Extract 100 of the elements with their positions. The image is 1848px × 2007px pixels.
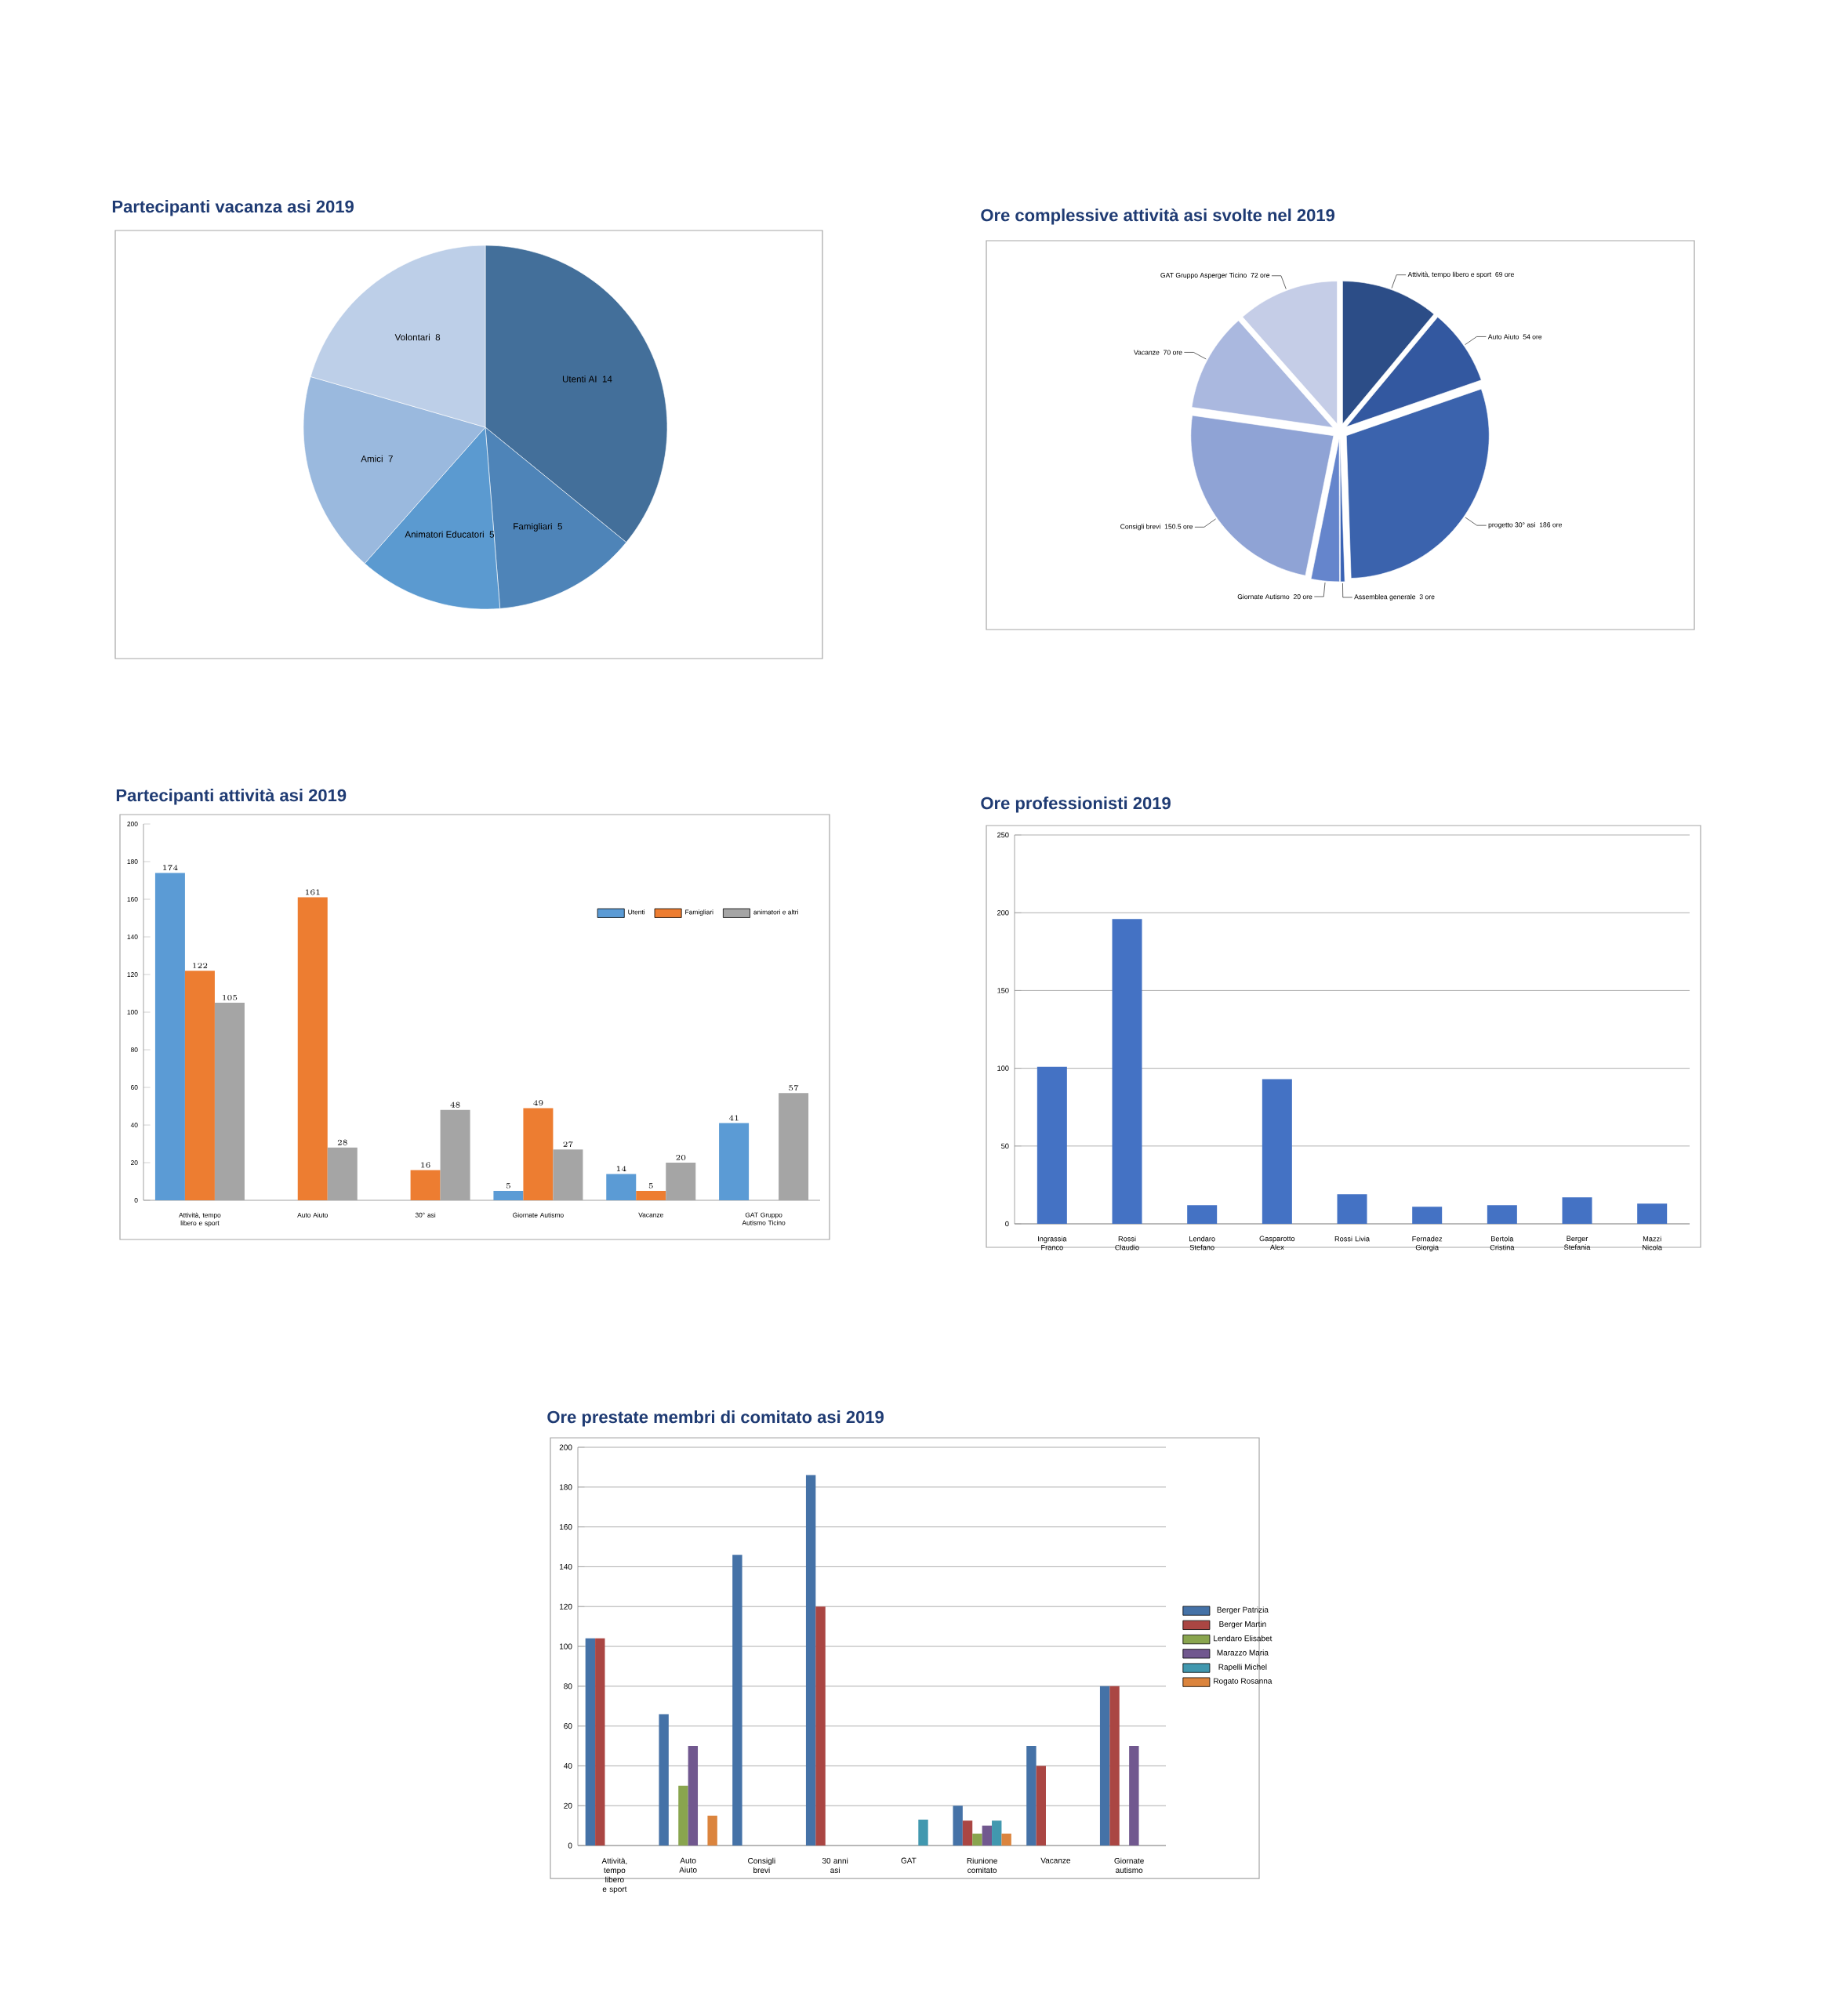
bar — [918, 1820, 928, 1846]
slice-label: Giornate Autismo — [1237, 593, 1290, 600]
bar — [1001, 1833, 1011, 1846]
bar — [972, 1833, 982, 1846]
x-tick-label: 30 anni asi — [822, 1857, 848, 1873]
bar — [1109, 1686, 1120, 1846]
data-label: 27 — [563, 1141, 573, 1148]
data-label: 5 — [506, 1182, 510, 1189]
y-tick-label: 50 — [1001, 1143, 1009, 1149]
bar — [1412, 1207, 1443, 1225]
x-tick-label: Bertola Cristina — [1490, 1236, 1515, 1250]
slice-label: Attività, tempo libero e sport — [1407, 271, 1492, 278]
bar — [154, 873, 185, 1201]
bar — [1037, 1066, 1067, 1225]
chart-title: Ore complessive attività asi svolte nel 2019 — [981, 208, 1335, 225]
y-tick-label: 100 — [127, 1010, 138, 1015]
bar — [1262, 1079, 1292, 1225]
data-label: 49 — [533, 1100, 543, 1106]
bar — [707, 1815, 717, 1846]
y-tick-label: 20 — [564, 1802, 572, 1809]
slice-label: Vacanze — [1134, 350, 1160, 355]
data-label: 7 — [388, 455, 393, 463]
y-tick-label: 80 — [564, 1683, 572, 1689]
x-tick-label: Rossi Livia — [1334, 1236, 1370, 1242]
y-tick-label: 150 — [997, 988, 1009, 993]
bar — [1637, 1203, 1668, 1225]
x-tick-label: Riunione comitato — [967, 1857, 997, 1873]
bar — [297, 897, 328, 1201]
legend-label: Lendaro Elisabet — [1214, 1635, 1273, 1642]
x-tick-label: GAT Gruppo Autismo Ticino — [742, 1212, 786, 1225]
y-tick-label: 160 — [560, 1524, 572, 1530]
legend-label: Marazzo Maria — [1217, 1650, 1269, 1656]
y-tick-label: 200 — [997, 909, 1009, 916]
bar — [606, 1174, 637, 1201]
data-label: 161 — [305, 889, 320, 895]
slice-label: GAT Gruppo Asperger Ticino — [1160, 272, 1247, 279]
y-tick-label: 120 — [127, 972, 138, 978]
x-tick-label: Giornate autismo — [1114, 1857, 1144, 1873]
x-tick-label: Auto Aiuto — [679, 1857, 697, 1873]
y-tick-label: 250 — [997, 832, 1009, 838]
y-tick-label: 80 — [130, 1047, 138, 1053]
chart-title: Partecipanti vacanza asi 2019 — [112, 200, 354, 216]
y-tick-label: 200 — [559, 1444, 572, 1450]
y-tick-label: 140 — [560, 1563, 572, 1570]
legend-label: Rapelli Michel — [1218, 1664, 1267, 1671]
y-tick-label: 40 — [564, 1762, 572, 1769]
x-tick-label: Rossi Claudio — [1115, 1236, 1139, 1250]
data-label: 69 ore — [1495, 271, 1514, 278]
data-label: 14 — [602, 376, 612, 383]
bar — [184, 971, 215, 1201]
bar — [595, 1638, 605, 1846]
bar — [1487, 1205, 1517, 1225]
bar — [666, 1163, 696, 1201]
legend-label: Utenti — [628, 909, 645, 915]
slice-label: Assemblea generale — [1354, 593, 1416, 601]
data-label: 5 — [489, 531, 495, 538]
y-tick-label: 40 — [130, 1123, 138, 1128]
data-label: 16 — [421, 1162, 430, 1168]
x-tick-label: GAT — [901, 1857, 917, 1864]
y-tick-label: 20 — [131, 1160, 138, 1166]
data-label: 3 ore — [1419, 594, 1435, 600]
bar — [805, 1475, 816, 1846]
x-tick-label: Attività, tempo libero e sport — [179, 1212, 221, 1227]
x-tick-label: Attività, tempo libero e sport — [601, 1857, 627, 1894]
bar — [779, 1093, 809, 1201]
x-tick-label: Berger Stefania — [1564, 1236, 1591, 1250]
data-label: 48 — [450, 1101, 460, 1108]
slice-label: Consigli brevi — [1120, 524, 1160, 531]
slice-label: Volontari — [394, 333, 430, 341]
slice-label: Famigliari — [514, 522, 552, 532]
slice-label: Utenti AI — [562, 376, 597, 383]
y-tick-label: 0 — [568, 1842, 572, 1849]
y-tick-label: 180 — [127, 859, 138, 865]
y-tick-label: 200 — [127, 822, 138, 827]
bar — [410, 1170, 441, 1201]
data-label: 5 — [557, 523, 562, 530]
chart-title: Ore professionisti 2019 — [981, 797, 1171, 813]
bar — [659, 1714, 669, 1846]
data-label: 20 ore — [1293, 594, 1312, 600]
data-label: 72 ore — [1251, 272, 1270, 278]
y-tick-label: 60 — [131, 1085, 138, 1091]
data-label: 14 — [616, 1166, 626, 1172]
bar — [815, 1606, 826, 1846]
bar — [953, 1806, 963, 1846]
bar — [1187, 1205, 1218, 1225]
data-label: 174 — [163, 865, 178, 871]
data-label: 105 — [223, 994, 238, 1000]
x-tick-label: Auto Aiuto — [297, 1212, 329, 1218]
bar — [719, 1123, 750, 1201]
data-label: 20 — [676, 1154, 686, 1160]
data-label: 70 ore — [1164, 350, 1182, 355]
data-label: 5 — [648, 1182, 653, 1189]
legend-label: Berger Patrizia — [1217, 1606, 1269, 1614]
x-tick-label: Vacanze — [1040, 1857, 1071, 1864]
x-tick-label: 30° asi — [415, 1212, 436, 1218]
bar — [1337, 1194, 1367, 1225]
legend-label: Berger Martin — [1219, 1620, 1266, 1629]
y-tick-label: 180 — [560, 1484, 572, 1490]
data-label: 54 ore — [1523, 334, 1542, 339]
y-tick-label: 140 — [127, 935, 138, 940]
